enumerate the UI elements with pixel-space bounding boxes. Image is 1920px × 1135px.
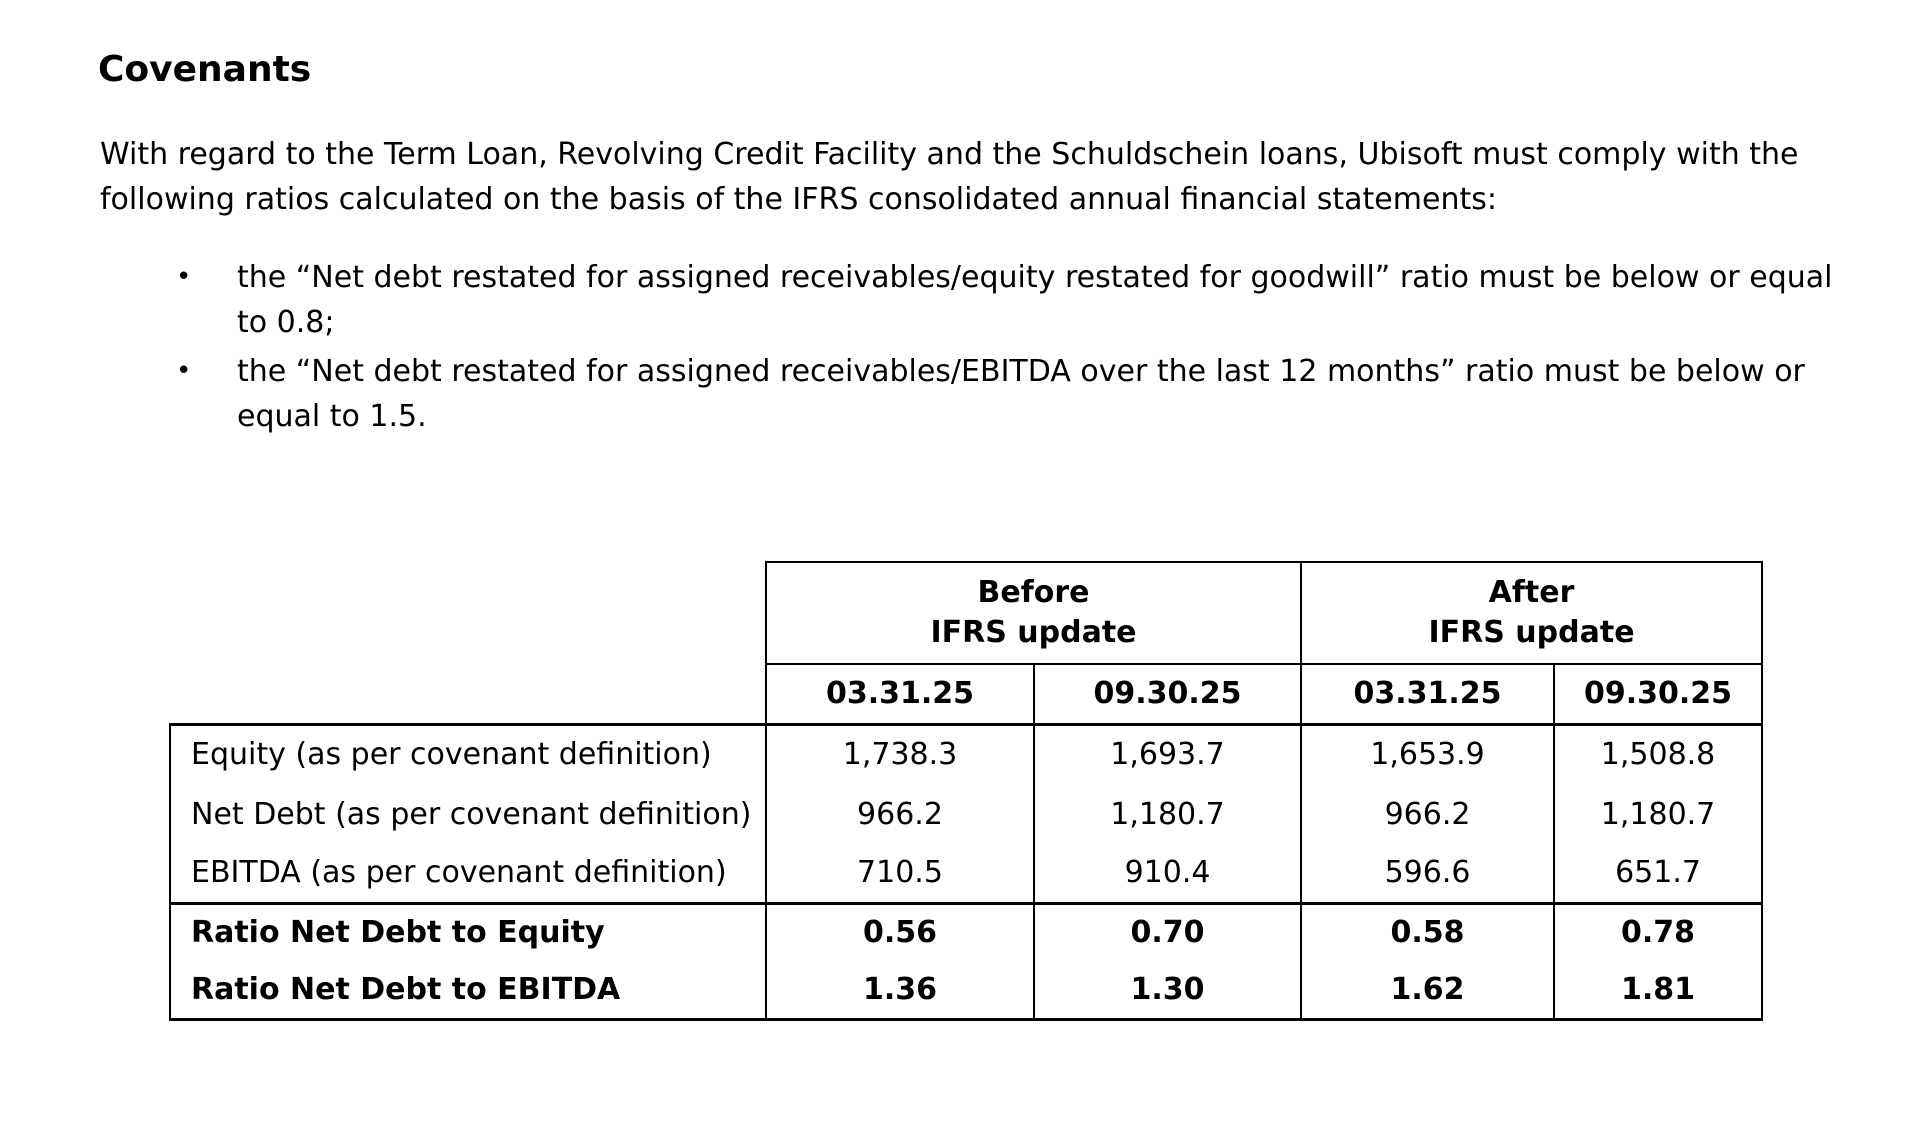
cell-value: 1,180.7 (1553, 784, 1764, 844)
row-label: Ratio Net Debt to EBITDA (169, 961, 767, 1021)
intro-line: With regard to the Term Loan, Revolving … (100, 137, 1799, 172)
section-heading: Covenants (98, 49, 312, 90)
table-stub-cell (170, 664, 766, 724)
row-label: Equity (as per covenant definition) (169, 722, 767, 784)
table-stub-cell (170, 562, 766, 664)
group-header-line: IFRS update (1428, 615, 1635, 650)
intro-paragraph: With regard to the Term Loan, Revolving … (100, 132, 1799, 222)
cell-value: 966.2 (765, 784, 1035, 844)
cell-value: 1,693.7 (1032, 722, 1303, 784)
table-row: Net Debt (as per covenant definition) 96… (169, 784, 1764, 844)
cell-value: 0.70 (1032, 901, 1303, 961)
list-item: • the “Net debt restated for assigned re… (176, 255, 1832, 345)
group-header-line: After (1488, 575, 1575, 610)
cell-value: 1,180.7 (1032, 784, 1303, 844)
list-item-line: the “Net debt restated for assigned rece… (237, 354, 1805, 389)
intro-line: following ratios calculated on the basis… (100, 182, 1497, 217)
group-header-line: Before (977, 575, 1090, 610)
cell-value: 710.5 (765, 844, 1035, 903)
cell-value: 1.62 (1300, 961, 1556, 1021)
bullet-list: • the “Net debt restated for assigned re… (176, 255, 1832, 443)
row-label: Ratio Net Debt to Equity (169, 901, 767, 961)
date-header: 03.31.25 (1300, 663, 1556, 726)
group-header-row: Before IFRS update After IFRS update (170, 561, 1764, 665)
table-row: EBITDA (as per covenant definition) 710.… (169, 844, 1764, 903)
list-item-text: the “Net debt restated for assigned rece… (237, 255, 1832, 345)
list-item: • the “Net debt restated for assigned re… (176, 349, 1832, 439)
table-row: Equity (as per covenant definition) 1,73… (169, 722, 1764, 784)
cell-value: 1.81 (1553, 961, 1764, 1021)
cell-value: 596.6 (1300, 844, 1556, 903)
bullet-icon: • (176, 262, 192, 292)
cell-value: 1,508.8 (1553, 722, 1764, 784)
group-header-after: After IFRS update (1300, 561, 1764, 665)
cell-value: 1.30 (1032, 961, 1303, 1021)
date-header: 09.30.25 (1553, 663, 1764, 726)
group-header-before: Before IFRS update (764, 561, 1303, 665)
cell-value: 1,653.9 (1300, 722, 1556, 784)
date-header: 03.31.25 (765, 663, 1035, 726)
cell-value: 0.78 (1553, 901, 1764, 961)
row-label: EBITDA (as per covenant definition) (169, 844, 767, 903)
cell-value: 966.2 (1300, 784, 1556, 844)
date-header: 09.30.25 (1032, 663, 1303, 726)
ratio-row: Ratio Net Debt to EBITDA 1.36 1.30 1.62 … (169, 961, 1764, 1021)
list-item-line: to 0.8; (237, 305, 335, 340)
cell-value: 0.56 (765, 901, 1035, 961)
ratio-row: Ratio Net Debt to Equity 0.56 0.70 0.58 … (169, 901, 1764, 961)
list-item-line: equal to 1.5. (237, 399, 427, 434)
cell-value: 1.36 (765, 961, 1035, 1021)
list-item-line: the “Net debt restated for assigned rece… (237, 260, 1833, 295)
covenants-table: Before IFRS update After IFRS update 03.… (169, 561, 1764, 1021)
cell-value: 0.58 (1300, 901, 1556, 961)
list-item-text: the “Net debt restated for assigned rece… (237, 349, 1805, 439)
cell-value: 651.7 (1553, 844, 1764, 903)
date-header-row: 03.31.25 09.30.25 03.31.25 09.30.25 (170, 663, 1764, 726)
row-label: Net Debt (as per covenant definition) (169, 784, 767, 844)
cell-value: 910.4 (1032, 844, 1303, 903)
bullet-icon: • (176, 356, 192, 386)
group-header-line: IFRS update (930, 615, 1137, 650)
cell-value: 1,738.3 (765, 722, 1035, 784)
